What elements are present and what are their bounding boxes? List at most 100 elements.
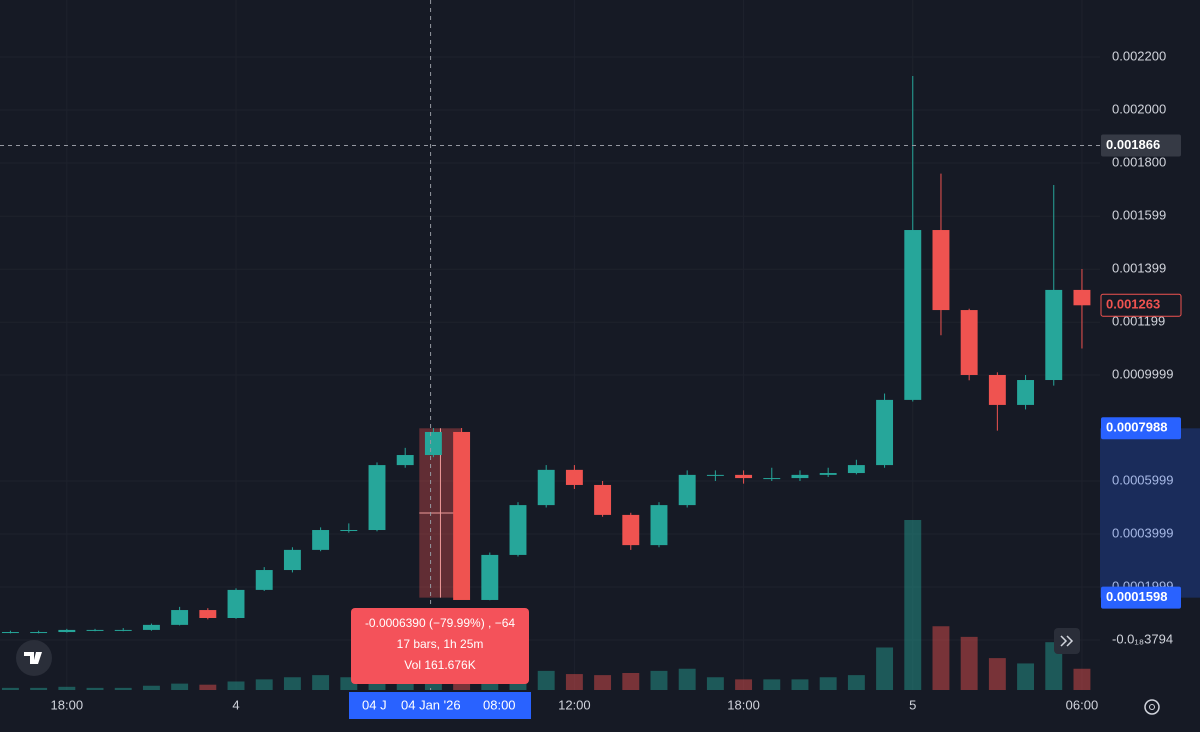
- volume-bar: [819, 677, 837, 690]
- measure-low-label-box: [1101, 586, 1181, 609]
- x-tick-label: 4: [232, 697, 239, 712]
- y-tick-label: 0.001199: [1112, 314, 1165, 329]
- y-tick-label: 0.001599: [1112, 208, 1166, 223]
- candle-body: [847, 465, 865, 474]
- measure-info-box: [351, 608, 529, 684]
- time-label-box-start: [349, 692, 395, 719]
- volume-bar: [988, 658, 1006, 690]
- candle-body: [819, 473, 837, 475]
- candle-body: [171, 610, 189, 625]
- x-tick-label: 18:00: [727, 697, 760, 712]
- candle-body: [678, 474, 696, 506]
- measure-high-label-box: [1101, 417, 1181, 440]
- time-label: 04 J: [362, 697, 387, 712]
- volume-bar: [114, 687, 132, 690]
- volume-bar: [171, 683, 189, 690]
- volume-bar: [622, 673, 640, 690]
- settings-button[interactable]: [1144, 699, 1160, 715]
- time-label-box-end: [395, 692, 531, 719]
- volume-bar: [227, 681, 245, 690]
- time-label: 04 Jan '26: [401, 697, 461, 712]
- candle-body: [58, 629, 76, 633]
- measure-low-label: 0.0001598: [1106, 589, 1167, 604]
- volume-bar: [960, 636, 978, 690]
- candle-body: [706, 474, 724, 476]
- candle-body: [1073, 289, 1091, 306]
- volume-bar: [594, 675, 612, 690]
- measure-info-line: Vol 161.676K: [404, 658, 475, 672]
- logo-mark: [24, 652, 42, 664]
- candle-body: [396, 455, 414, 466]
- volume-bar: [86, 687, 104, 690]
- volume-bar: [706, 677, 724, 690]
- candle-body: [960, 310, 978, 375]
- candle-body: [368, 465, 386, 531]
- candle-body: [340, 530, 358, 532]
- crosshair-price-label: 0.001866: [1106, 137, 1160, 152]
- y-tick-label: 0.0009999: [1112, 366, 1173, 381]
- volume-bar: [735, 679, 753, 690]
- candle-body: [932, 230, 950, 311]
- volume-bar: [932, 626, 950, 690]
- candle-body: [481, 554, 499, 600]
- y-tick-label: 0.002000: [1112, 101, 1166, 116]
- volume-bar: [537, 670, 555, 690]
- candle-body: [114, 629, 132, 631]
- measure-axis-zone: [1100, 428, 1200, 598]
- candle-body: [904, 230, 922, 400]
- last-price-label-box: [1100, 293, 1182, 317]
- candle-body: [565, 469, 583, 485]
- candle-body: [1017, 380, 1035, 405]
- candle-body: [227, 589, 245, 618]
- volume-bar: [565, 674, 583, 690]
- volume-bar: [283, 677, 301, 690]
- candle-body: [424, 431, 442, 456]
- y-tick-label: 0.001399: [1112, 261, 1166, 276]
- settings-icon-core: [1149, 704, 1155, 710]
- candle-body: [86, 629, 104, 631]
- volume-bar: [650, 670, 668, 690]
- volume-bar: [678, 668, 696, 690]
- scroll-icon: [1060, 635, 1074, 647]
- measure-info-line: 17 bars, 1h 25m: [397, 637, 484, 651]
- x-tick-label: 18:00: [51, 697, 84, 712]
- measure-info-line: -0.0006390 (−79.99%) , −64: [365, 616, 515, 630]
- volume-bar: [763, 679, 781, 690]
- y-tick-label: 0.0003999: [1112, 525, 1173, 540]
- y-tick-label: 0.002200: [1112, 48, 1166, 63]
- x-tick-label: 12:00: [558, 697, 591, 712]
- volume-bar: [876, 647, 894, 690]
- candle-body: [622, 514, 640, 546]
- x-tick-label: 5: [909, 697, 916, 712]
- volume-bar: [1073, 668, 1091, 690]
- volume-bar: [30, 687, 48, 690]
- volume-bar: [142, 685, 160, 690]
- candle-body: [1, 632, 19, 634]
- candle-body: [1045, 289, 1063, 381]
- candle-body: [763, 478, 781, 480]
- candle-body: [735, 474, 753, 479]
- candle-body: [312, 530, 330, 550]
- last-price-label: 0.001263: [1106, 297, 1160, 312]
- volume-bar: [904, 520, 922, 690]
- candle-body: [142, 624, 160, 630]
- volume-bar: [312, 675, 330, 690]
- volume-bar: [791, 679, 809, 690]
- x-tick-label: 06:00: [1066, 697, 1099, 712]
- measure-high-label: 0.0007988: [1106, 420, 1167, 435]
- candle-body: [988, 374, 1006, 405]
- candle-body: [650, 505, 668, 546]
- candle-body: [594, 484, 612, 515]
- candle-body: [199, 610, 217, 618]
- candle-body: [537, 469, 555, 506]
- volume-bar: [1017, 663, 1035, 690]
- candle-body: [30, 632, 48, 634]
- volume-bar: [255, 679, 273, 690]
- crosshair-price-label-box: [1101, 134, 1181, 157]
- y-tick-label: -0.0₁₈3794: [1112, 631, 1173, 646]
- candle-body: [791, 474, 809, 479]
- volume-bar: [58, 686, 76, 690]
